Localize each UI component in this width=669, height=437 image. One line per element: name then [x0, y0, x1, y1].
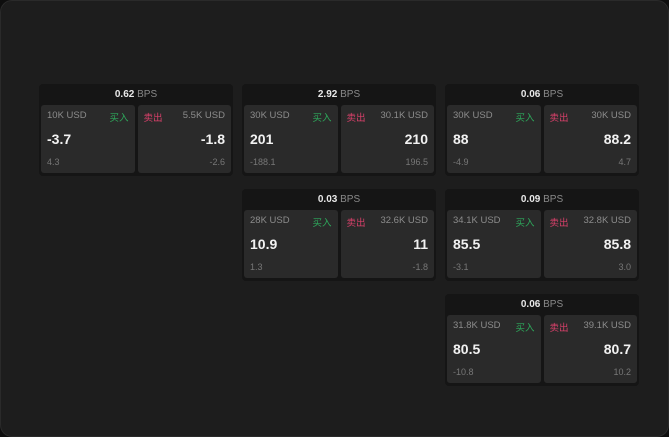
spread-unit: BPS [340, 194, 361, 205]
sell-change: -2.6 [209, 157, 225, 167]
sell-quote[interactable]: 卖出 30.1K USD 210 196.5 [340, 105, 434, 173]
sell-price: -1.8 [200, 131, 225, 147]
sell-price: 80.7 [603, 341, 631, 357]
sell-label: 卖出 [549, 113, 569, 124]
buy-change: -188.1 [250, 157, 276, 167]
spread-unit: BPS [543, 299, 564, 310]
buy-label: 买入 [515, 323, 535, 334]
spread-unit: BPS [137, 89, 158, 100]
buy-quote[interactable]: 30K USD 买入 201 -188.1 [244, 105, 338, 173]
sell-label: 卖出 [143, 113, 163, 124]
buy-change: 4.3 [47, 157, 60, 167]
buy-label: 买入 [515, 218, 535, 229]
spread-header: 0.03 BPS [242, 189, 436, 210]
sell-quote[interactable]: 卖出 30K USD 88.2 4.7 [543, 105, 637, 173]
sell-size: 39.1K USD [583, 320, 631, 331]
spread-unit: BPS [340, 89, 361, 100]
buy-change: 1.3 [250, 262, 263, 272]
spread-unit: BPS [543, 194, 564, 205]
sell-change: 4.7 [618, 157, 631, 167]
sell-label: 卖出 [549, 323, 569, 334]
buy-size: 10K USD [47, 110, 87, 121]
sell-change: 196.5 [405, 157, 428, 167]
buy-size: 31.8K USD [453, 320, 501, 331]
sell-price: 210 [404, 131, 428, 147]
sell-size: 32.8K USD [583, 215, 631, 226]
sell-quote[interactable]: 卖出 32.8K USD 85.8 3.0 [543, 210, 637, 278]
sell-quote[interactable]: 卖出 5.5K USD -1.8 -2.6 [137, 105, 231, 173]
buy-label: 买入 [515, 113, 535, 124]
buy-change: -4.9 [453, 157, 469, 167]
spread-header: 0.06 BPS [445, 294, 639, 315]
sell-size: 32.6K USD [380, 215, 428, 226]
spread-value: 2.92 [317, 89, 338, 100]
quote-card: 0.09 BPS 34.1K USD 买入 85.5 -3.1 卖出 32.8K U… [445, 189, 639, 281]
buy-price: -3.7 [47, 131, 72, 147]
spread-unit: BPS [543, 89, 564, 100]
buy-quote[interactable]: 30K USD 买入 88 -4.9 [447, 105, 541, 173]
buy-change: -3.1 [453, 262, 469, 272]
buy-quote[interactable]: 34.1K USD 买入 85.5 -3.1 [447, 210, 541, 278]
buy-change: -10.8 [453, 367, 474, 377]
spread-value: 0.03 [317, 194, 338, 205]
sell-change: 3.0 [618, 262, 631, 272]
buy-price: 10.9 [250, 236, 278, 252]
spread-header: 0.06 BPS [445, 84, 639, 105]
buy-size: 34.1K USD [453, 215, 501, 226]
sell-quote[interactable]: 卖出 39.1K USD 80.7 10.2 [543, 315, 637, 383]
quote-card: 0.03 BPS 28K USD 买入 10.9 1.3 卖出 32.6K USD … [242, 189, 436, 281]
spread-value: 0.09 [520, 194, 541, 205]
sell-price: 11 [413, 236, 428, 252]
buy-label: 买入 [312, 113, 332, 124]
buy-price: 201 [250, 131, 274, 147]
quote-card: 0.06 BPS 30K USD 买入 88 -4.9 卖出 30K USD 88.… [445, 84, 639, 176]
spread-header: 2.92 BPS [242, 84, 436, 105]
buy-size: 28K USD [250, 215, 290, 226]
buy-price: 85.5 [453, 236, 481, 252]
buy-label: 买入 [109, 113, 129, 124]
buy-quote[interactable]: 28K USD 买入 10.9 1.3 [244, 210, 338, 278]
buy-label: 买入 [312, 218, 332, 229]
sell-size: 5.5K USD [182, 110, 225, 121]
spread-value: 0.06 [520, 299, 541, 310]
buy-size: 30K USD [453, 110, 493, 121]
sell-label: 卖出 [346, 113, 366, 124]
spread-value: 0.06 [520, 89, 541, 100]
buy-price: 80.5 [453, 341, 481, 357]
sell-label: 卖出 [549, 218, 569, 229]
sell-size: 30K USD [591, 110, 631, 121]
sell-size: 30.1K USD [380, 110, 428, 121]
quote-card: 2.92 BPS 30K USD 买入 201 -188.1 卖出 30.1K US… [242, 84, 436, 176]
quote-card: 0.06 BPS 31.8K USD 买入 80.5 -10.8 卖出 39.1K … [445, 294, 639, 386]
buy-quote[interactable]: 10K USD 买入 -3.7 4.3 [41, 105, 135, 173]
sell-price: 88.2 [603, 131, 631, 147]
quote-card: 0.62 BPS 10K USD 买入 -3.7 4.3 卖出 5.5K USD -… [39, 84, 233, 176]
sell-quote[interactable]: 卖出 32.6K USD 11 -1.8 [340, 210, 434, 278]
buy-size: 30K USD [250, 110, 290, 121]
sell-change: -1.8 [412, 262, 428, 272]
spread-header: 0.09 BPS [445, 189, 639, 210]
sell-label: 卖出 [346, 218, 366, 229]
buy-price: 88 [453, 131, 469, 147]
spread-value: 0.62 [114, 89, 135, 100]
sell-price: 85.8 [603, 236, 631, 252]
spread-header: 0.62 BPS [39, 84, 233, 105]
buy-quote[interactable]: 31.8K USD 买入 80.5 -10.8 [447, 315, 541, 383]
sell-change: 10.2 [613, 367, 631, 377]
